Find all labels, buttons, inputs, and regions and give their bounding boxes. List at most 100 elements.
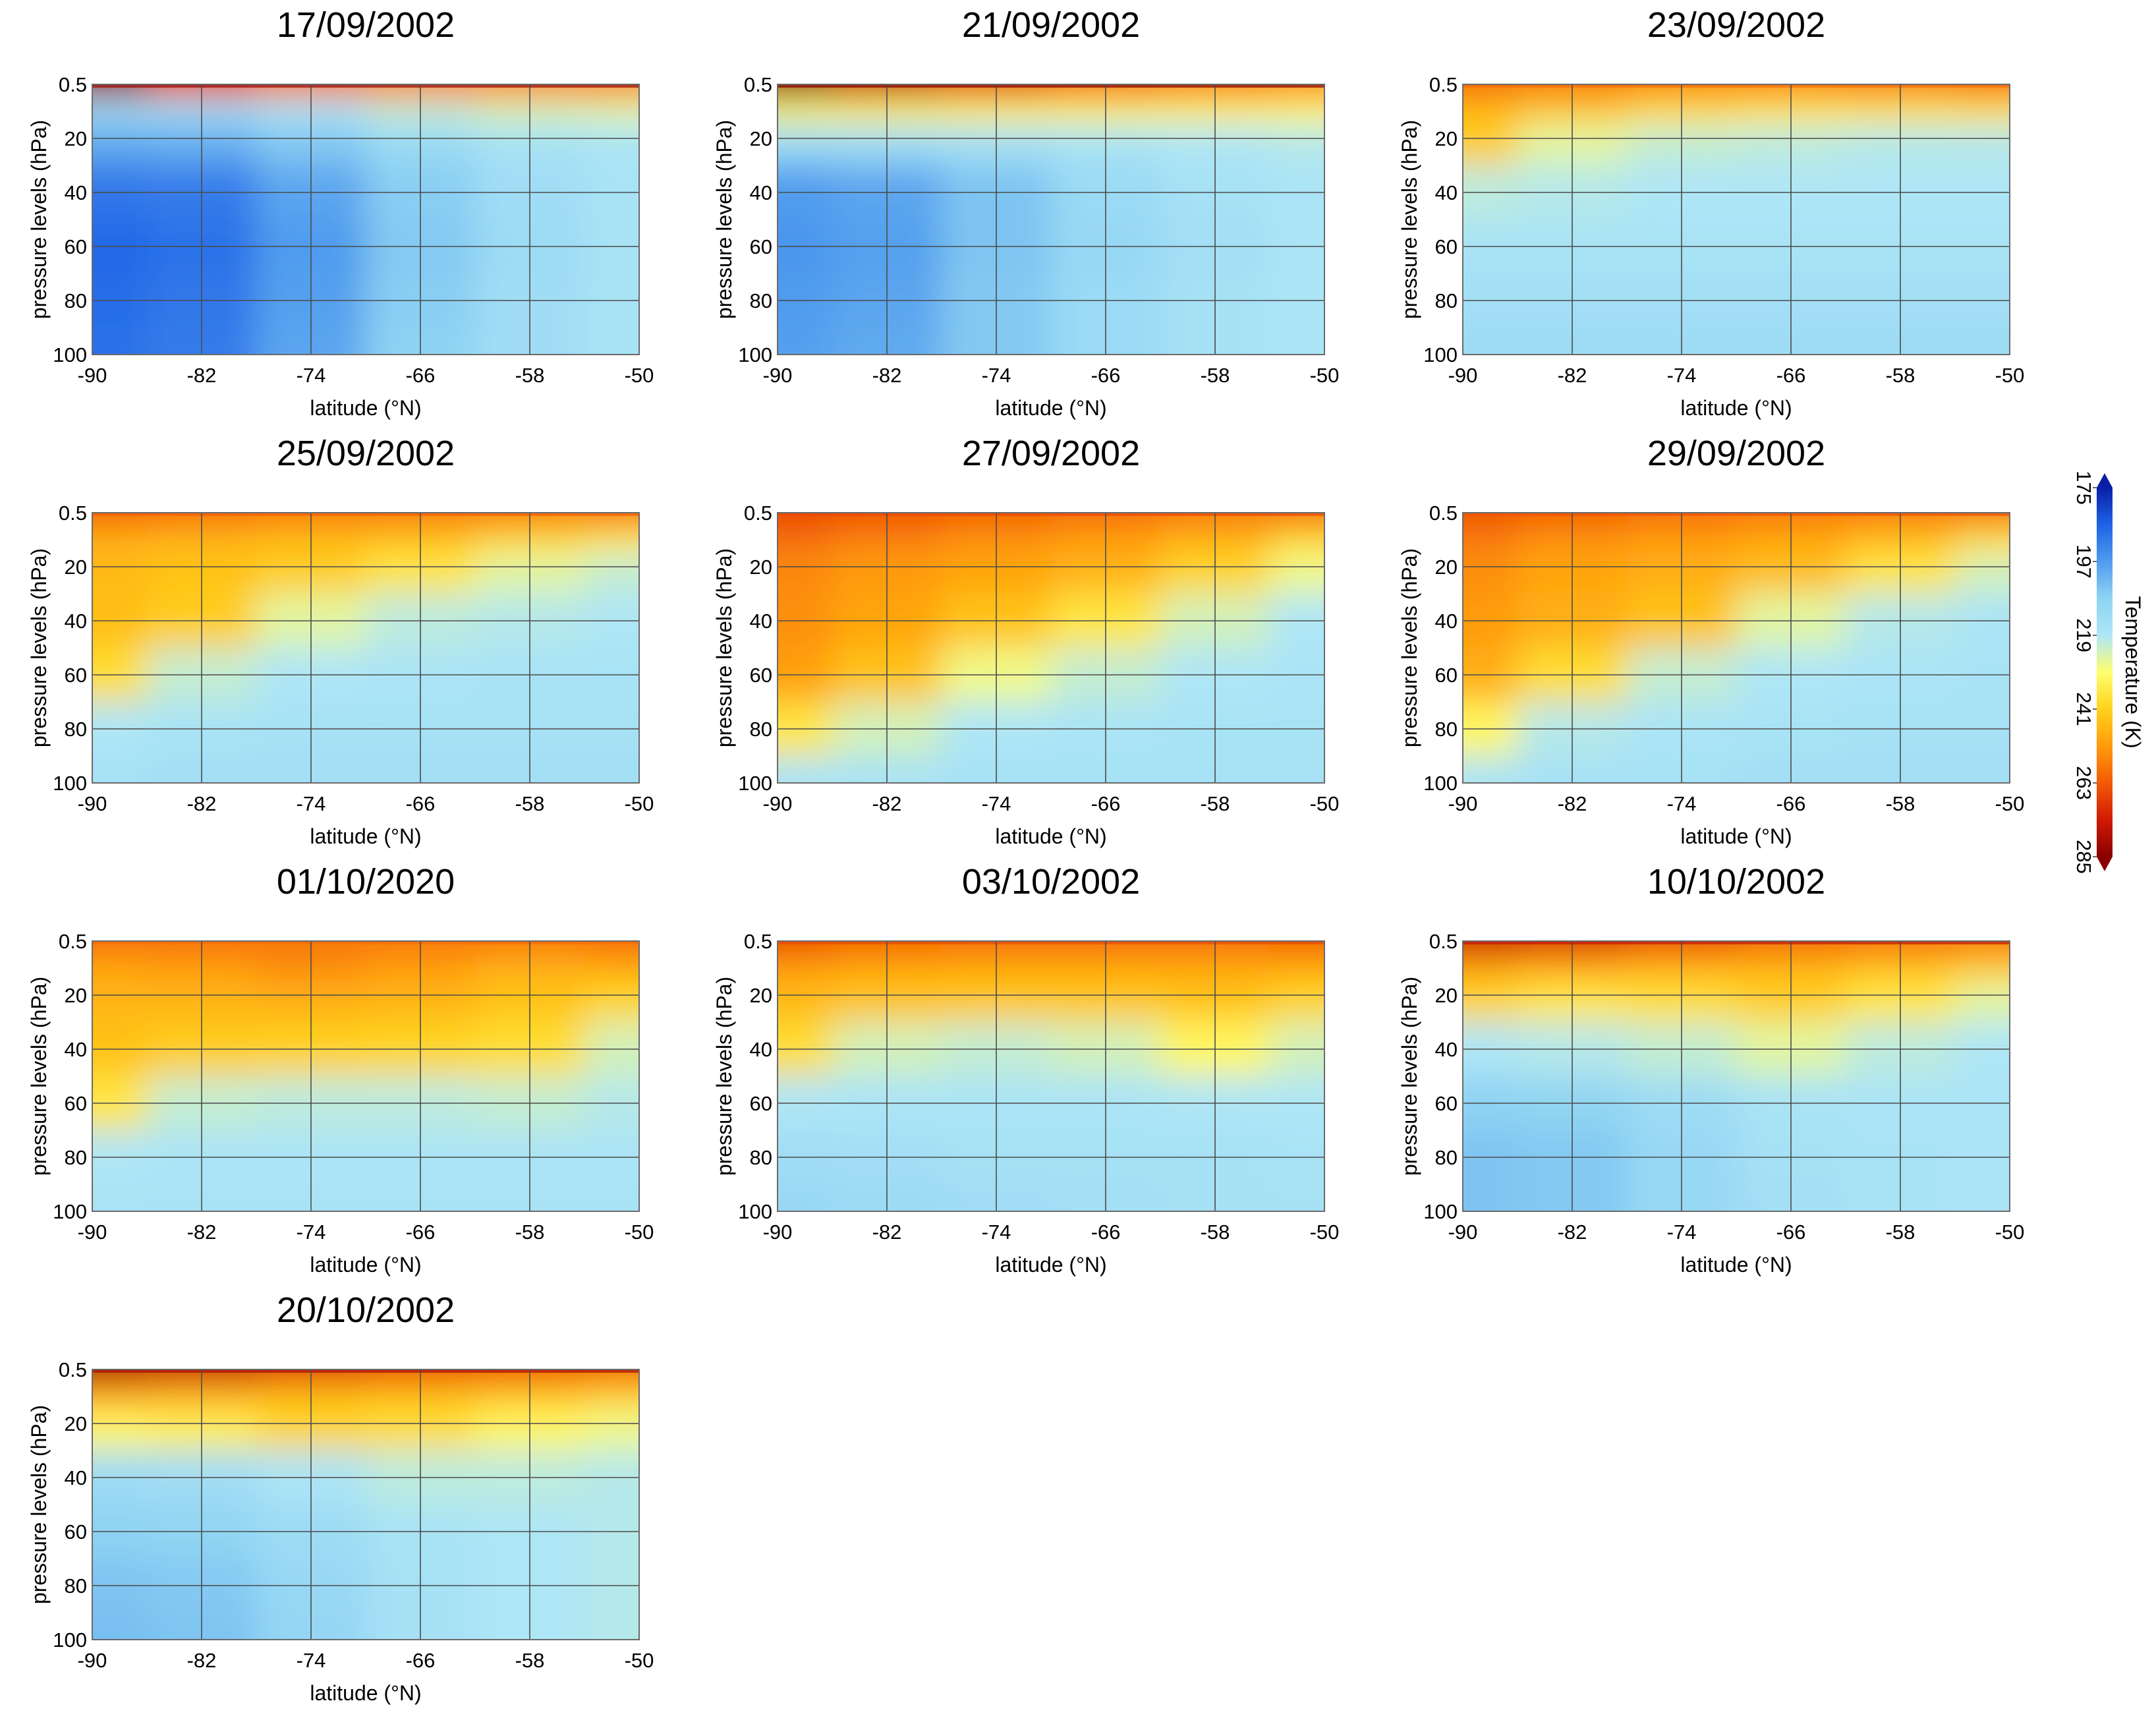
x-tick-label: -90	[1448, 792, 1478, 815]
x-tick-label: -90	[78, 792, 107, 815]
heatmap-cell	[1463, 1184, 1518, 1211]
x-tick-label: -66	[1091, 1221, 1121, 1244]
y-tick-label: 100	[738, 772, 772, 795]
plot-frame	[777, 512, 1325, 784]
colorbar-gradient	[2097, 488, 2113, 857]
heatmap-cell	[778, 1075, 832, 1130]
heatmap-cell	[1270, 123, 1324, 165]
heatmap-cell	[1463, 755, 1518, 783]
y-tick-label: 60	[65, 235, 87, 258]
y-tick-label: 100	[53, 1628, 87, 1652]
y-tick-label: 0.5	[1429, 502, 1458, 525]
panel-title: 03/10/2002	[961, 862, 1141, 902]
heatmap-cell	[1463, 164, 1518, 219]
plot-frame	[92, 1369, 640, 1640]
heatmap-cell	[584, 1503, 639, 1559]
x-tick-label: -50	[625, 364, 654, 387]
top-level-band	[92, 1369, 639, 1373]
y-tick-label: 80	[1435, 289, 1458, 312]
heatmap-cell	[92, 327, 147, 355]
x-tick-label: -82	[1558, 792, 1587, 815]
y-tick-label: 40	[750, 181, 772, 204]
x-tick-label: -90	[1448, 364, 1478, 387]
heatmap-cell	[584, 1408, 639, 1450]
heatmap-cell	[92, 525, 147, 552]
y-tick-label: 100	[53, 1200, 87, 1223]
heatmap-cell	[1270, 592, 1324, 647]
x-tick-label: -58	[515, 364, 545, 387]
heatmap-cell	[1463, 123, 1518, 165]
heatmap-svg: 0.5 20 40 60 80 100-90 -82 -74 -66 -58 -50 latitude…	[27, 502, 654, 848]
heatmap-field	[778, 513, 1324, 783]
y-axis-label: pressure levels (hPa)	[27, 977, 51, 1176]
heatmap-cell	[1270, 646, 1324, 702]
y-tick-label: 100	[53, 343, 87, 366]
panel-01-10-2020: 01/10/2020 0.5 20 40 60 80 100 -90 -82 -74 -66 -58…	[0, 857, 672, 1279]
y-tick-label: 20	[65, 127, 87, 150]
heatmap-cell	[1955, 592, 2010, 647]
x-tick-label: -50	[625, 792, 654, 815]
panel-23-09-2002: 23/09/2002 0.5 20 40 60 80 100 -90 -82 -74 -66 -58…	[1371, 0, 2043, 422]
y-tick-label: 60	[750, 1092, 772, 1115]
heatmap-cell	[1463, 646, 1518, 702]
heatmap-cell	[584, 1075, 639, 1130]
y-tick-label: 20	[1435, 127, 1458, 150]
y-tick-label: 40	[65, 181, 87, 204]
y-tick-label: 60	[750, 235, 772, 258]
top-level-band	[92, 941, 639, 944]
heatmap-cell	[584, 123, 639, 165]
heatmap-cell	[1463, 980, 1518, 1021]
panel-20-10-2002: 20/10/2002 0.5 20 40 60 80 100 -90 -82 -74 -66 -58…	[0, 1285, 672, 1707]
y-tick-label: 40	[1435, 181, 1458, 204]
heatmap-cell	[1955, 646, 2010, 702]
heatmap-field	[1463, 513, 2010, 783]
y-tick-label: 40	[1435, 1038, 1458, 1061]
heatmap-cell	[92, 97, 147, 124]
x-tick-label: -50	[1995, 1221, 2025, 1244]
panel-title: 23/09/2002	[1647, 5, 1826, 45]
heatmap-cell	[92, 592, 147, 647]
heatmap-cell	[92, 755, 147, 783]
x-axis-label: latitude (°N)	[310, 1681, 421, 1705]
heatmap-field	[778, 941, 1324, 1211]
heatmap-cell	[92, 552, 147, 593]
panel-title: 27/09/2002	[961, 434, 1141, 473]
y-tick-label: 0.5	[744, 502, 772, 525]
heatmap-cell	[92, 646, 147, 702]
x-tick-label: -82	[872, 364, 902, 387]
panel-03-10-2002: 03/10/2002 0.5 20 40 60 80 100 -90 -82 -74 -66 -58…	[685, 857, 1357, 1279]
x-axis-label: latitude (°N)	[995, 396, 1106, 420]
heatmap-cell	[1955, 1075, 2010, 1130]
heatmap-cell	[1955, 327, 2010, 355]
x-tick-label: -58	[1886, 364, 1915, 387]
y-axis-label: pressure levels (hPa)	[27, 548, 51, 747]
top-level-band	[92, 84, 639, 88]
x-tick-label: -82	[187, 792, 217, 815]
heatmap-cell	[778, 218, 832, 273]
heatmap-cell	[92, 1021, 147, 1076]
x-tick-label: -74	[1667, 792, 1697, 815]
y-tick-label: 60	[1435, 664, 1458, 687]
heatmap-cell	[92, 1184, 147, 1211]
x-tick-label: -90	[78, 1649, 107, 1672]
x-tick-label: -90	[1448, 1221, 1478, 1244]
heatmap-cell	[1955, 980, 2010, 1021]
x-tick-label: -74	[1667, 1221, 1697, 1244]
y-tick-label: 0.5	[59, 930, 87, 953]
y-axis-label: pressure levels (hPa)	[712, 120, 736, 319]
heatmap-cell	[1270, 552, 1324, 593]
heatmap-cell	[1463, 218, 1518, 273]
y-tick-label: 80	[750, 289, 772, 312]
heatmap-cell	[584, 327, 639, 355]
heatmap-cell	[92, 164, 147, 219]
x-tick-label: -82	[1558, 1221, 1587, 1244]
heatmap-cell	[1955, 1021, 2010, 1076]
heatmap-cell	[92, 980, 147, 1021]
heatmap-cell	[92, 1408, 147, 1450]
x-tick-label: -90	[763, 364, 793, 387]
heatmap-cell	[1463, 954, 1518, 981]
heatmap-cell	[584, 592, 639, 647]
heatmap-cell	[1270, 327, 1324, 355]
y-tick-label: 0.5	[1429, 930, 1458, 953]
heatmap-cell	[778, 755, 832, 783]
